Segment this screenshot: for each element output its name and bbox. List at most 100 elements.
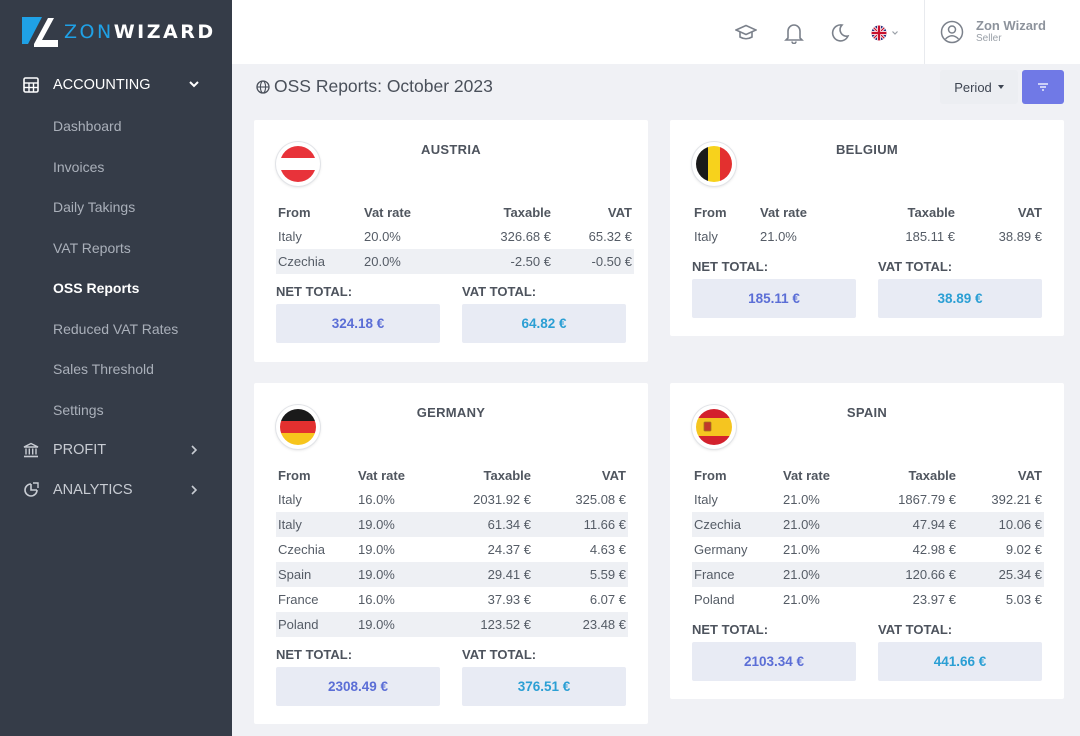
column-header-vat-rate: Vat rate <box>760 204 807 220</box>
table-header-row: From Vat rate Taxable VAT <box>276 463 628 487</box>
cell-taxable: 24.37 € <box>487 542 531 557</box>
sidebar-item-invoices[interactable]: Invoices <box>0 147 232 188</box>
cell-vat-rate: 16.0% <box>358 592 395 607</box>
table-row: France 16.0% 37.93 € 6.07 € <box>276 587 628 612</box>
cell-vat-rate: 21.0% <box>760 229 797 244</box>
sidebar-group-profit[interactable]: PROFIT <box>0 430 232 470</box>
logo[interactable]: ZONWIZARD <box>0 0 232 64</box>
sidebar: ZONWIZARD ACCOUNTING Dashboard Invoices … <box>0 0 232 736</box>
vat-table: From Vat rate Taxable VAT Italy 20.0% 32… <box>276 200 634 274</box>
sidebar-item-vat-reports[interactable]: VAT Reports <box>0 228 232 269</box>
cell-vat-rate: 19.0% <box>358 542 395 557</box>
column-header-vat-rate: Vat rate <box>364 204 411 220</box>
spain-flag-icon <box>692 405 736 449</box>
user-menu[interactable]: Zon Wizard Seller <box>924 0 1080 64</box>
sidebar-item-label: Settings <box>53 401 104 418</box>
cell-vat-rate: 21.0% <box>781 562 855 587</box>
belgium-flag-icon <box>692 142 736 186</box>
language-selector[interactable] <box>871 21 907 45</box>
filter-button[interactable] <box>1022 70 1064 104</box>
cell-vat: 325.08 € <box>575 492 626 507</box>
moon-icon[interactable] <box>828 21 852 45</box>
column-header-taxable: Taxable <box>908 467 956 483</box>
sidebar-item-reduced-vat-rates[interactable]: Reduced VAT Rates <box>0 309 232 350</box>
country-card: AUSTRIA From Vat rate Taxable VAT Italy … <box>254 120 648 362</box>
table-row: Spain 19.0% 29.41 € 5.59 € <box>276 562 628 587</box>
cell-taxable: 326.68 € <box>500 229 551 244</box>
table-row: Poland 19.0% 123.52 € 23.48 € <box>276 612 628 637</box>
sidebar-group-analytics[interactable]: ANALYTICS <box>0 470 232 510</box>
sidebar-item-daily-takings[interactable]: Daily Takings <box>0 187 232 228</box>
vat-total-label: VAT TOTAL: <box>462 284 537 299</box>
table-header-row: From Vat rate Taxable VAT <box>276 200 634 224</box>
brand-part1: ZON <box>64 21 114 43</box>
globe-icon <box>256 79 270 94</box>
sidebar-item-dashboard[interactable]: Dashboard <box>0 106 232 147</box>
table-header-row: From Vat rate Taxable VAT <box>692 463 1044 487</box>
cell-vat-rate: 16.0% <box>358 492 395 507</box>
cell-from: Italy <box>276 512 356 537</box>
cell-vat: 5.03 € <box>1005 592 1042 607</box>
caret-down-icon <box>997 85 1004 89</box>
table-row: Czechia 21.0% 47.94 € 10.06 € <box>692 512 1044 537</box>
cell-vat: 5.59 € <box>533 562 628 587</box>
cell-from: Spain <box>276 562 356 587</box>
cell-taxable: 185.11 € <box>905 229 955 244</box>
cell-vat-rate: 20.0% <box>362 249 436 274</box>
cell-from: Italy <box>278 492 302 507</box>
cell-taxable: 37.93 € <box>487 592 531 607</box>
sidebar-group-label: ANALYTICS <box>53 482 133 498</box>
cell-from: France <box>692 562 781 587</box>
column-header-taxable: Taxable <box>503 204 551 220</box>
cell-taxable: 1867.79 € <box>898 492 956 507</box>
country-card: SPAIN From Vat rate Taxable VAT Italy 21… <box>670 383 1064 699</box>
cell-taxable: 23.97 € <box>912 592 956 607</box>
vat-table: From Vat rate Taxable VAT Italy 21.0% 18… <box>692 200 1044 249</box>
bell-icon[interactable] <box>782 21 806 45</box>
cell-taxable: 120.66 € <box>855 562 958 587</box>
sidebar-item-label: Dashboard <box>53 118 122 135</box>
cell-from: Czechia <box>692 512 781 537</box>
vat-total-value: 441.66 € <box>878 642 1042 681</box>
zonwizard-logo-icon <box>22 17 58 47</box>
net-total-label: NET TOTAL: <box>276 284 353 299</box>
table-row: Italy 21.0% 1867.79 € 392.21 € <box>692 487 1044 512</box>
user-name: Zon Wizard <box>976 18 1046 33</box>
cell-from: France <box>278 592 319 607</box>
cell-vat: 6.07 € <box>589 592 626 607</box>
cell-taxable: 2031.92 € <box>473 492 531 507</box>
table-row: Czechia 19.0% 24.37 € 4.63 € <box>276 537 628 562</box>
cell-vat-rate: 20.0% <box>364 229 401 244</box>
country-name: BELGIUM <box>835 142 899 157</box>
chevron-down-icon <box>189 81 199 88</box>
column-header-from: From <box>278 204 311 220</box>
page-title: OSS Reports: October 2023 <box>256 76 493 97</box>
net-total-value: 185.11 € <box>692 279 856 318</box>
column-header-vat-rate: Vat rate <box>358 467 405 483</box>
cell-vat-rate: 19.0% <box>356 612 430 637</box>
graduation-cap-icon[interactable] <box>734 21 758 45</box>
sidebar-item-settings[interactable]: Settings <box>0 390 232 431</box>
sidebar-group-accounting[interactable]: ACCOUNTING <box>0 64 232 106</box>
column-header-vat: VAT <box>1017 467 1042 483</box>
user-avatar-icon <box>940 20 964 44</box>
column-header-taxable: Taxable <box>483 467 531 483</box>
sidebar-item-oss-reports[interactable]: OSS Reports <box>0 268 232 309</box>
table-row: Italy 19.0% 61.34 € 11.66 € <box>276 512 628 537</box>
sidebar-item-sales-threshold[interactable]: Sales Threshold <box>0 349 232 390</box>
cell-vat: 65.32 € <box>588 229 632 244</box>
chevron-right-icon <box>191 445 198 455</box>
table-row: Germany 21.0% 42.98 € 9.02 € <box>692 537 1044 562</box>
period-dropdown[interactable]: Period <box>940 70 1018 104</box>
cell-vat-rate: 19.0% <box>356 562 430 587</box>
column-header-vat: VAT <box>601 467 626 483</box>
table-row: France 21.0% 120.66 € 25.34 € <box>692 562 1044 587</box>
cell-from: Italy <box>278 229 302 244</box>
country-name: SPAIN <box>846 405 888 420</box>
cell-vat: 11.66 € <box>533 512 628 537</box>
column-header-vat: VAT <box>1017 204 1042 220</box>
sidebar-group-label: PROFIT <box>53 442 107 458</box>
net-total-value: 2103.34 € <box>692 642 856 681</box>
sidebar-item-label: Invoices <box>53 158 105 175</box>
table-row: Italy 20.0% 326.68 € 65.32 € <box>276 224 634 249</box>
